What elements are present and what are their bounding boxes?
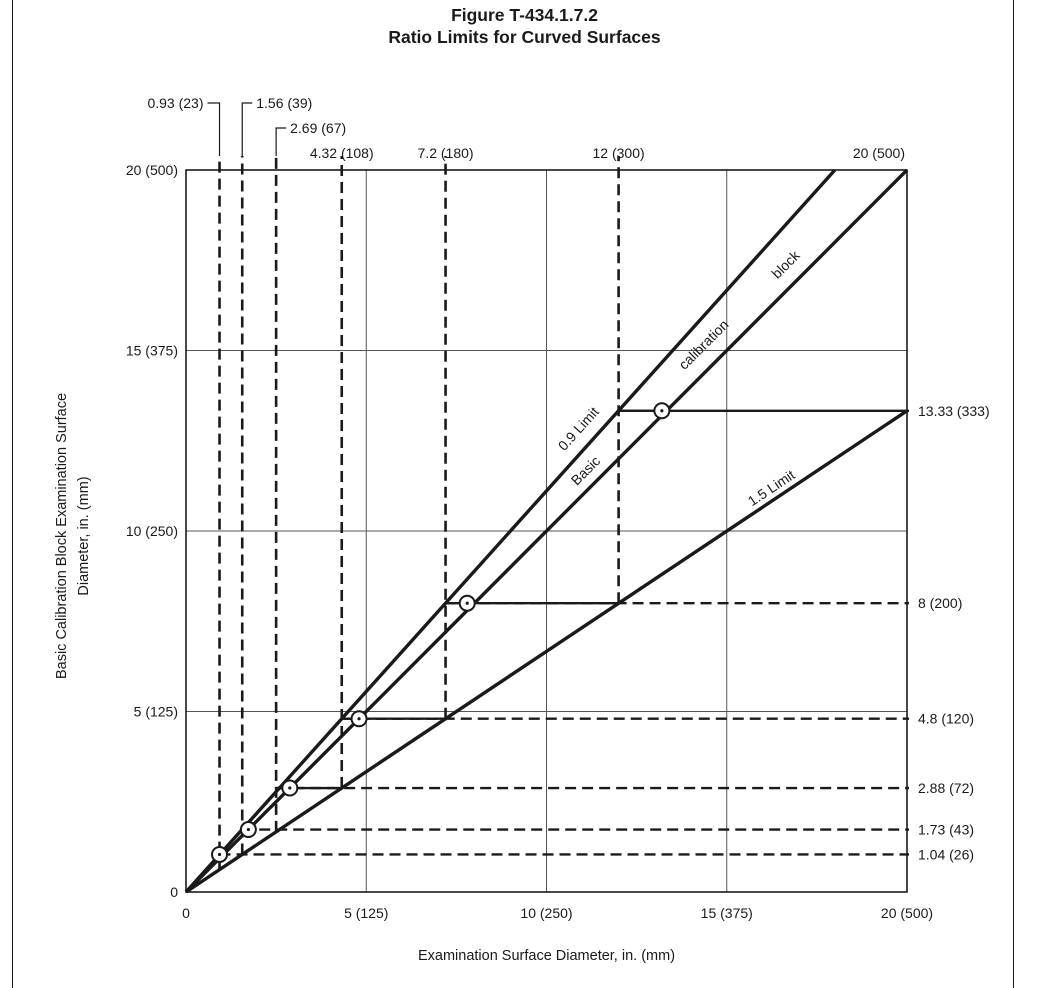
horizontal-limit-label: 13.33 (333): [918, 403, 990, 419]
figure-title: Figure T-434.1.7.2 Ratio Limits for Curv…: [0, 4, 1049, 48]
x-tick-label: 5 (125): [344, 905, 388, 921]
data-point-center: [246, 827, 250, 832]
data-point-center: [465, 601, 469, 605]
plot-area-border: [185, 169, 908, 893]
horizontal-limit-label: 1.04 (26): [918, 846, 974, 862]
vertical-limit-label: 7.2 (180): [418, 145, 474, 161]
y-axis-label: Diameter, in. (mm): [76, 476, 92, 595]
y-tick-label: 10 (250): [126, 523, 178, 539]
figure-caption: Ratio Limits for Curved Surfaces: [388, 27, 661, 47]
x-tick-label: 0: [182, 905, 190, 921]
chart-text: 0 5 (125) 10 (250) 15 (375) 20 (500) 0 5 (125)…: [54, 95, 990, 964]
vertical-limit-label: 2.69 (67): [290, 120, 346, 136]
x-tick-label: 15 (375): [701, 905, 753, 921]
y-axis-label: Basic Calibration Block Examination Surf…: [54, 393, 70, 679]
vertical-limit-label: 0.93 (23): [147, 95, 203, 111]
horizontal-limit-label: 1.73 (43): [918, 822, 974, 838]
vertical-limit-label: 4.32 (108): [310, 145, 374, 161]
horizontal-limit-label: 2.88 (72): [918, 780, 974, 796]
series-label: 0.9 Limit: [555, 404, 602, 454]
horizontal-limit-label: 8 (200): [918, 595, 962, 611]
series-line: [185, 409, 908, 894]
figure-frame: [12, 0, 1014, 988]
vertical-limit-label: 20 (500): [853, 145, 905, 161]
plot-frame: [185, 169, 908, 893]
y-tick-label: 0: [170, 884, 178, 900]
y-tick-label: 5 (125): [134, 704, 178, 720]
label-leader: [241, 102, 253, 156]
x-tick-label: 20 (500): [881, 905, 933, 921]
series-label: Basic: [568, 453, 604, 489]
data-point-center: [660, 409, 664, 413]
figure-number: Figure T-434.1.7.2: [451, 5, 598, 25]
series-line: [184, 168, 909, 894]
data-point-center: [288, 786, 292, 790]
label-leader: [207, 102, 221, 156]
markers: [211, 402, 671, 863]
x-axis-label: Examination Surface Diameter, in. (mm): [418, 948, 675, 964]
series-label: calibration: [675, 316, 731, 372]
label-leader: [275, 127, 287, 156]
series-label: block: [768, 247, 803, 282]
data-point-center: [357, 717, 361, 721]
series-line: [184, 168, 837, 894]
vertical-limit-label: 1.56 (39): [256, 95, 312, 111]
data-point-center: [217, 852, 222, 857]
horizontal-limit-label: 4.8 (120): [918, 711, 974, 727]
y-tick-label: 15 (375): [126, 343, 178, 359]
x-tick-label: 10 (250): [520, 905, 572, 921]
y-tick-label: 20 (500): [126, 162, 178, 178]
vertical-limit-label: 12 (300): [593, 145, 645, 161]
